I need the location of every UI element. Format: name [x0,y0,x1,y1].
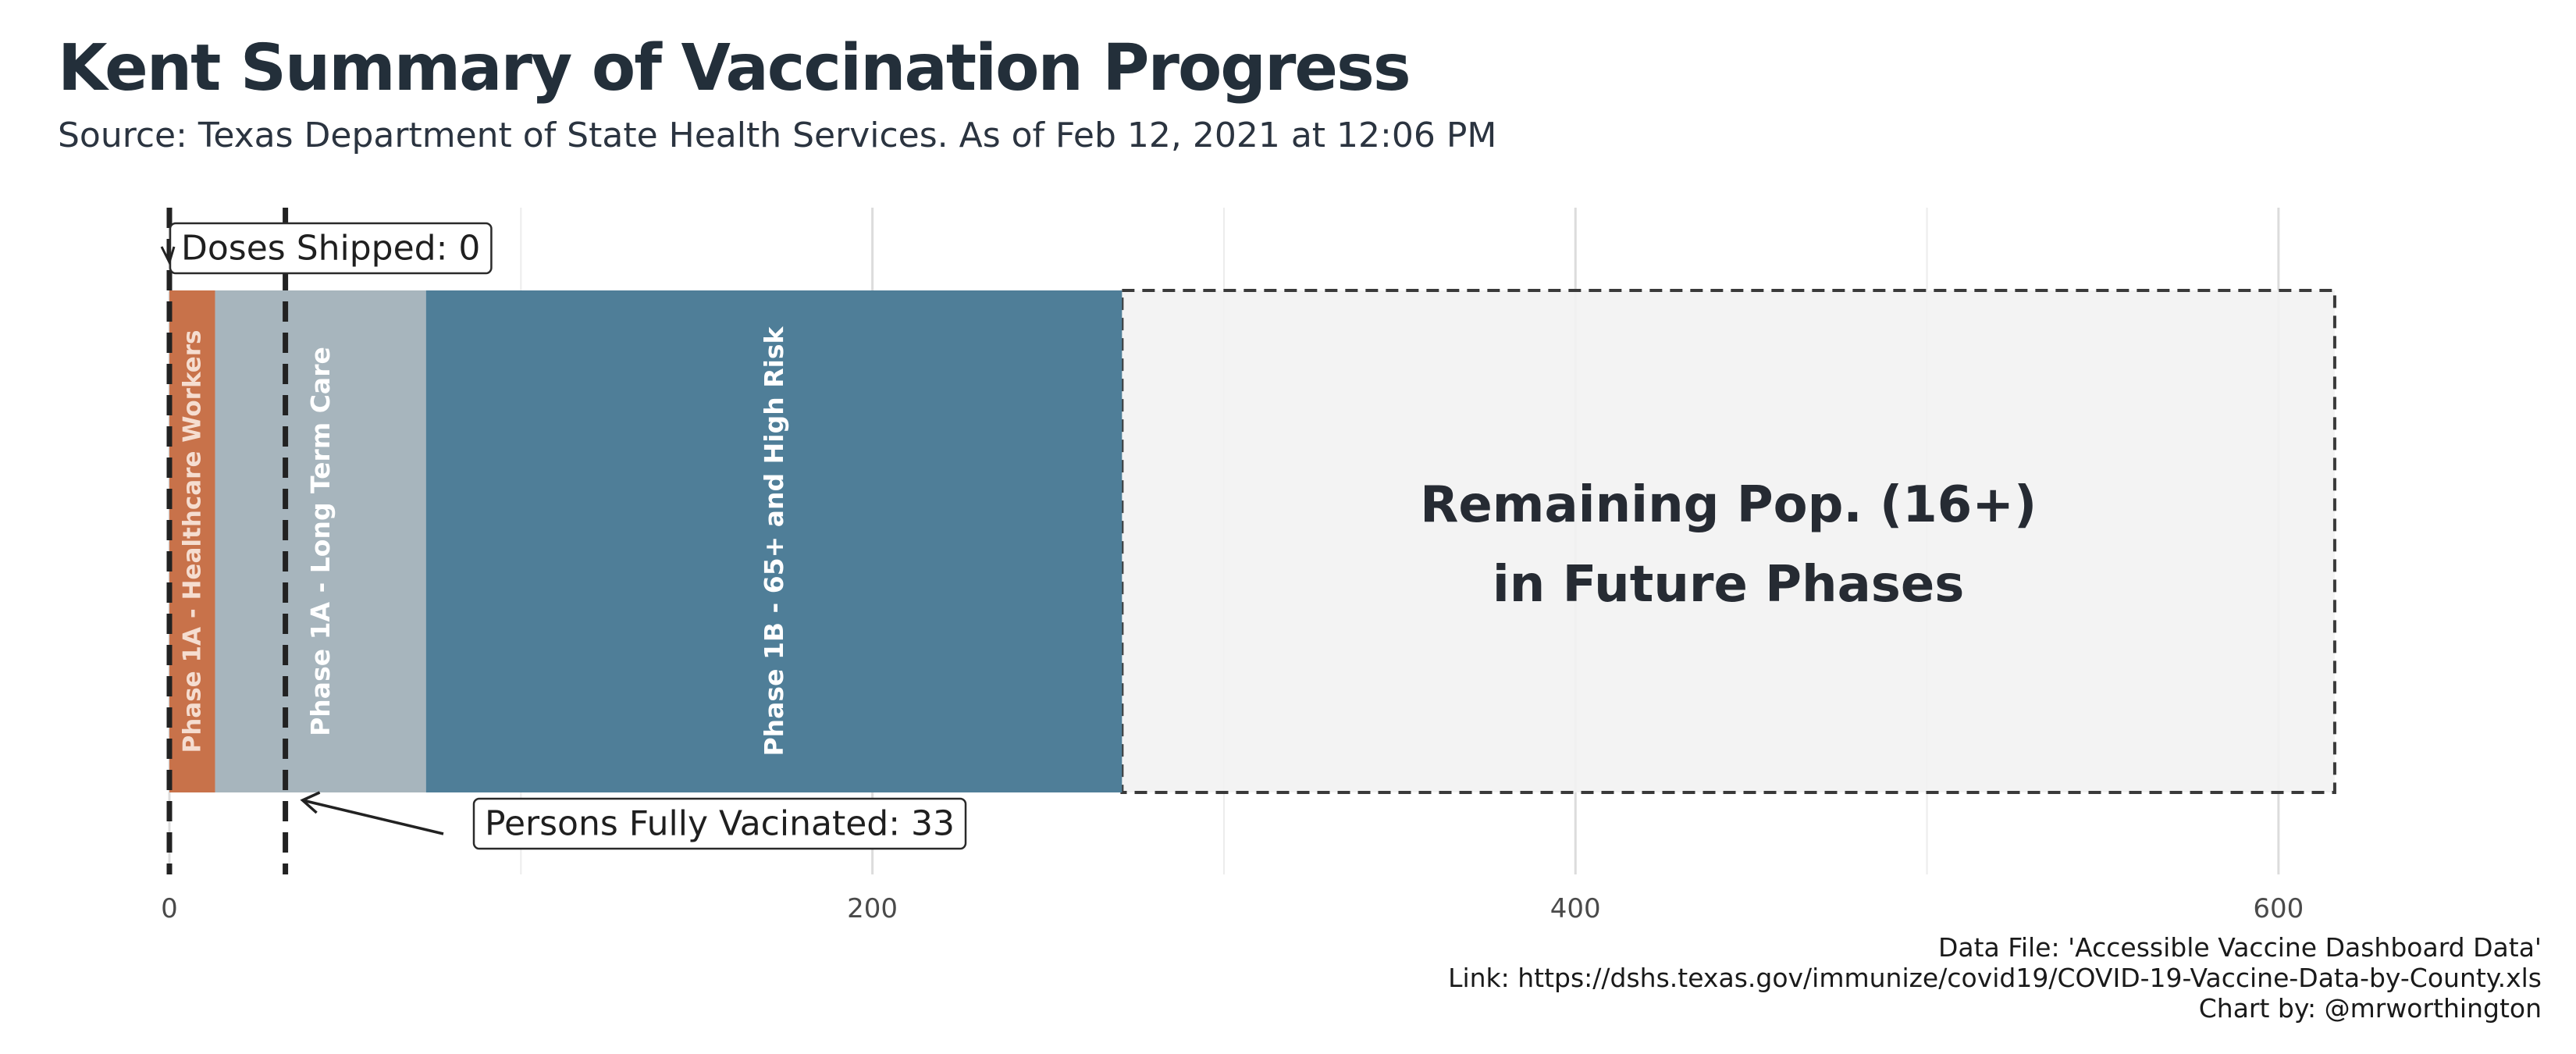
caption-author: Chart by: @mrworthington [2198,993,2542,1024]
doses-shipped-arrow [160,246,176,266]
phase-bar-1 [169,290,215,792]
fully-vaccinated-label-box [472,797,967,850]
caption-data-file: Data File: 'Accessible Vaccine Dashboard… [1937,932,2542,963]
markers-layer: Doses Shipped: 0 Persons Fully Vacinated:… [160,208,967,874]
ticks-layer: 0 200 400 600 [161,893,2304,924]
x-tick-label: 0 [161,893,178,924]
fully-vaccinated-label: Persons Fully Vacinated: 33 [472,797,967,850]
remaining-label-line1: Remaining Pop. (16+) [1420,476,2037,534]
x-tick-label: 600 [2253,893,2304,924]
doses-shipped-label-box [169,222,493,275]
chart-caption: Data File: 'Accessible Vaccine Dashboard… [1448,932,2542,1024]
phase-label-2: Phase 1A - Long Term Care [305,347,336,736]
fully-vaccinated-arrow-head [300,791,321,814]
x-tick-label: 400 [1550,893,1601,924]
remaining-label-line2: in Future Phases [1493,556,1965,614]
phase-label-1: Phase 1A - Healthcare Workers [178,329,206,753]
caption-link: Link: https://dshs.texas.gov/immunize/co… [1448,963,2542,993]
fully-vaccinated-arrow-line [302,799,444,835]
chart-subtitle: Source: Texas Department of State Health… [58,116,1497,155]
doses-shipped-label-text: Doses Shipped: 0 [181,229,480,269]
phase-bar-2 [215,290,426,792]
phase-bar-3 [425,290,1123,792]
remaining-population-box [1120,289,2336,794]
bars-layer: Remaining Pop. (16+) in Future Phases Phas… [169,289,2336,794]
phase-label-3: Phase 1B - 65+ and High Risk [759,326,789,756]
x-tick-label: 200 [847,893,898,924]
chart-title: Kent Summary of Vaccination Progress [58,31,1411,105]
doses-shipped-label: Doses Shipped: 0 [169,222,493,275]
fully-vaccinated-label-text: Persons Fully Vacinated: 33 [485,804,955,844]
